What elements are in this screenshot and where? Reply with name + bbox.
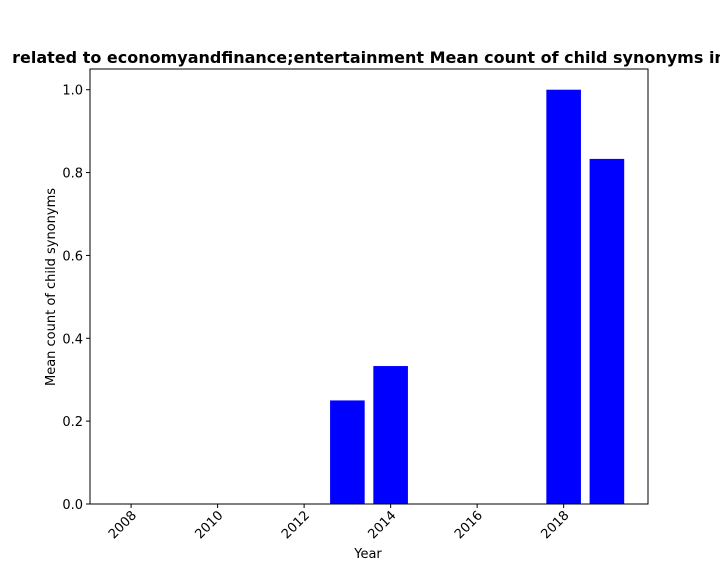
- y-tick-label-0.4: 0.4: [62, 332, 83, 347]
- chart-title: related to economyandfinance;entertainme…: [12, 48, 720, 67]
- y-axis-ticks: 0.0 0.2 0.4 0.6 0.8 1.0: [62, 84, 90, 513]
- bar-2019: [589, 158, 625, 504]
- plot-frame: [89, 68, 649, 505]
- y-tick-label-0.6: 0.6: [62, 249, 83, 264]
- bar-2014: [373, 366, 408, 504]
- y-axis-label: Mean count of child synonyms: [44, 188, 59, 386]
- y-tick-label-1.0: 1.0: [62, 84, 83, 99]
- y-tick-label-0.8: 0.8: [62, 167, 83, 182]
- y-tick-label-0.0: 0.0: [62, 498, 83, 513]
- bars-group: [330, 89, 625, 504]
- x-axis-label: Year: [353, 547, 382, 562]
- y-tick-label-0.2: 0.2: [62, 415, 83, 430]
- bar-2013: [330, 400, 365, 504]
- bar-2018: [546, 89, 581, 504]
